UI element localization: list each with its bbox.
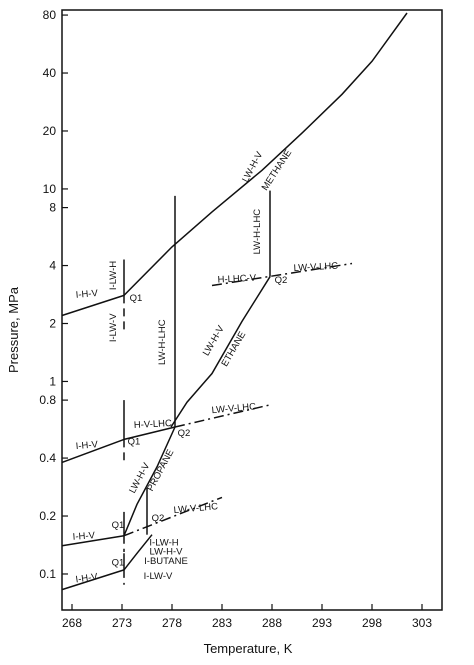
curve-annotation: H-LHC-V xyxy=(217,273,257,286)
curve-annotation: I-H-V xyxy=(72,530,96,543)
y-tick-label: 80 xyxy=(43,8,57,22)
y-tick-label: 0.4 xyxy=(39,451,56,465)
y-tick-label: 2 xyxy=(49,317,56,331)
x-axis-title: Temperature, K xyxy=(204,641,293,656)
phase-curve-solid xyxy=(123,426,176,441)
curve-annotation: I-H-V xyxy=(75,439,99,452)
y-tick-label: 1 xyxy=(49,374,56,388)
curve-annotation: LW-H-V xyxy=(240,149,265,184)
curve-annotation: I-LW-V xyxy=(108,313,119,342)
curve-annotation: Q2 xyxy=(152,513,165,524)
curve-annotation: LW-H-V xyxy=(150,547,184,558)
curve-annotation: I-BUTANE xyxy=(144,556,188,567)
x-tick-label: 273 xyxy=(112,616,132,630)
curve-annotation: LW-H-LHC xyxy=(252,209,263,255)
x-tick-label: 288 xyxy=(262,616,282,630)
phase-curve-solid xyxy=(123,426,176,536)
x-tick-label: 298 xyxy=(362,616,382,630)
x-tick-label: 278 xyxy=(162,616,182,630)
phase-curve-solid xyxy=(61,569,125,591)
curve-annotation: LW-H-LHC xyxy=(157,319,168,365)
x-axis-ticks: 268 273 278 283 288 293 298 303 xyxy=(62,604,432,630)
y-axis-ticks: 0.1 0.2 0.4 0.8 1 2 4 8 10 20 40 80 xyxy=(39,8,68,581)
phase-curve-solid xyxy=(61,294,125,317)
curve-annotation: I-LW-V xyxy=(144,571,173,582)
y-tick-label: 0.1 xyxy=(39,567,56,581)
phase-curve-dashdot xyxy=(174,403,273,428)
curve-annotation: I-H-V xyxy=(75,288,99,301)
curve-annotation: LW-V-LHC xyxy=(173,501,218,516)
x-tick-label: 268 xyxy=(62,616,82,630)
phase-curve-solid xyxy=(123,12,408,296)
x-tick-label: 303 xyxy=(412,616,432,630)
curve-annotation: Q1 xyxy=(112,557,125,568)
y-tick-label: 40 xyxy=(43,66,57,80)
curve-annotation: LW-V-LHC xyxy=(211,401,256,416)
y-tick-label: 0.2 xyxy=(39,509,56,523)
phase-curve-solid xyxy=(170,276,271,428)
curve-annotation: H-V-LHC xyxy=(134,418,173,431)
phase-curve-dashdot xyxy=(123,496,223,537)
phase-boundary-curves xyxy=(61,12,408,591)
curve-annotation: I-LW-H xyxy=(108,261,119,290)
x-tick-label: 293 xyxy=(312,616,332,630)
y-tick-label: 20 xyxy=(43,124,57,138)
y-tick-label: 10 xyxy=(43,182,57,196)
y-tick-label: 0.8 xyxy=(39,393,56,407)
phase-curve-solid xyxy=(61,438,125,464)
phase-curve-dashdot xyxy=(211,262,353,287)
x-tick-label: 283 xyxy=(212,616,232,630)
phase-curve-solid xyxy=(123,534,153,571)
curve-annotation: METHANE xyxy=(260,148,295,193)
curve-annotation: Q1 xyxy=(130,293,143,304)
y-tick-label: 8 xyxy=(49,201,56,215)
curve-annotation: Q2 xyxy=(178,428,191,439)
curve-annotations: LW-H-VMETHANEI-H-VI-LW-HI-LW-VQ1LW-H-LHC… xyxy=(72,148,338,586)
y-tick-label: 4 xyxy=(49,259,56,273)
y-axis-title: Pressure, MPa xyxy=(6,286,21,373)
curve-annotation: Q1 xyxy=(112,520,125,531)
plot-border xyxy=(61,9,443,611)
curve-annotation: I-H-V xyxy=(75,571,99,585)
curve-annotation: Q2 xyxy=(275,275,288,286)
curve-annotation: Q1 xyxy=(128,437,141,448)
plot-frame xyxy=(61,9,443,611)
phase-curve-solid xyxy=(61,534,125,547)
curve-annotation: I-LW-H xyxy=(149,537,178,548)
curve-annotation: LW-V-LHC xyxy=(293,261,338,274)
